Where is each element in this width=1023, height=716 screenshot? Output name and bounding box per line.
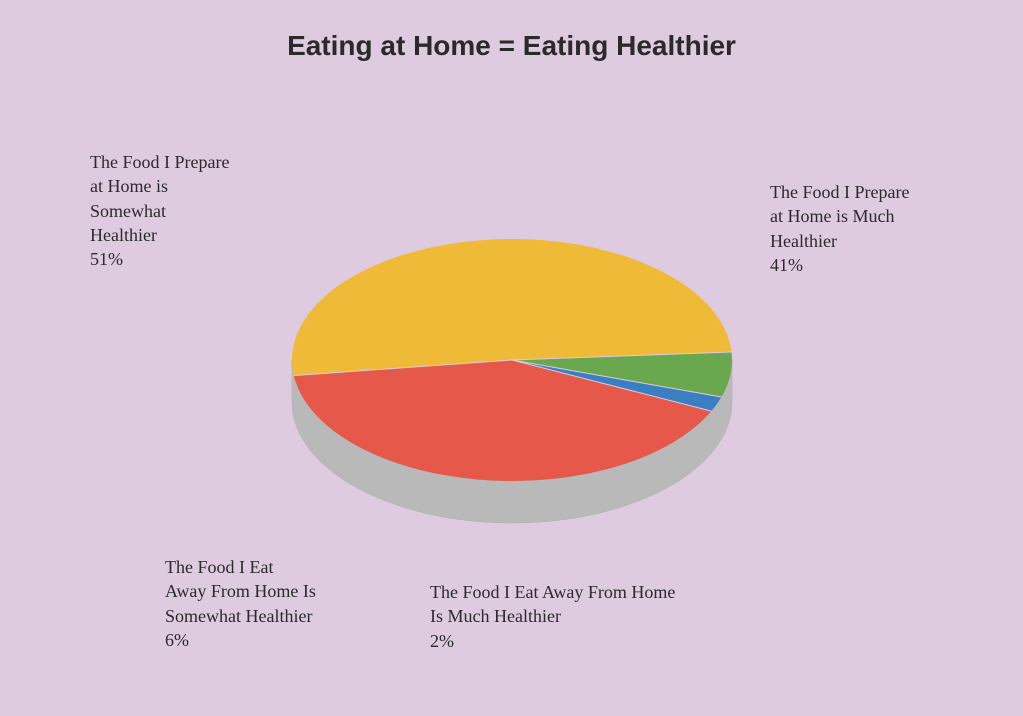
pie-label-somewhat_healthier_home: The Food I Prepareat Home isSomewhatHeal… [90, 150, 290, 271]
chart-title: Eating at Home = Eating Healthier [0, 30, 1023, 62]
pie-label-much_healthier_home: The Food I Prepareat Home is MuchHealthi… [770, 180, 990, 277]
pie-label-line: 41% [770, 253, 990, 277]
pie-label-line: Somewhat [90, 199, 290, 223]
pie-label-much_healthier_away: The Food I Eat Away From HomeIs Much Hea… [430, 580, 750, 653]
pie-label-line: 2% [430, 629, 750, 653]
pie-label-line: Is Much Healthier [430, 604, 750, 628]
pie-label-line: The Food I Eat [165, 555, 405, 579]
pie-label-somewhat_healthier_away: The Food I EatAway From Home IsSomewhat … [165, 555, 405, 652]
pie-label-line: at Home is [90, 174, 290, 198]
pie-label-line: Somewhat Healthier [165, 604, 405, 628]
pie-label-line: The Food I Prepare [770, 180, 990, 204]
pie-label-line: The Food I Prepare [90, 150, 290, 174]
pie-label-line: Healthier [770, 229, 990, 253]
pie-label-line: 51% [90, 247, 290, 271]
pie-label-line: Healthier [90, 223, 290, 247]
pie-label-line: at Home is Much [770, 204, 990, 228]
pie-label-line: Away From Home Is [165, 579, 405, 603]
pie-label-line: The Food I Eat Away From Home [430, 580, 750, 604]
pie-label-line: 6% [165, 628, 405, 652]
